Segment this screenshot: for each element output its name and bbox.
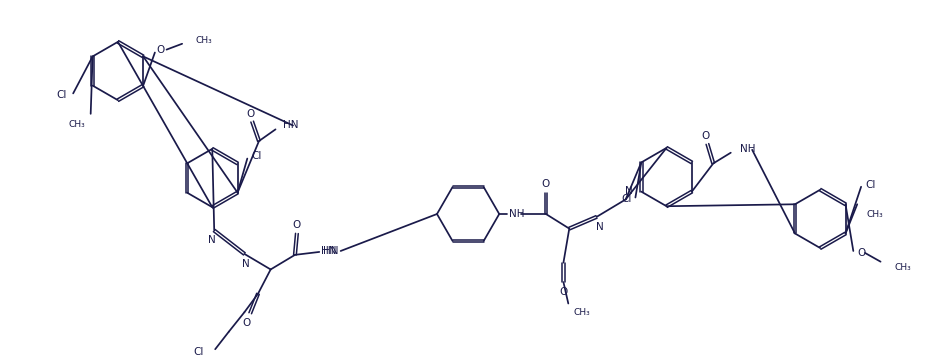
Text: CH₃: CH₃: [195, 36, 212, 45]
Text: O: O: [157, 45, 165, 55]
Text: O: O: [559, 287, 567, 297]
Text: CH₃: CH₃: [68, 120, 85, 129]
Text: Cl: Cl: [621, 195, 632, 205]
Text: O: O: [246, 109, 254, 119]
Text: CH₃: CH₃: [894, 263, 911, 272]
Text: Cl: Cl: [56, 90, 66, 100]
Text: N: N: [625, 186, 632, 196]
Text: N: N: [243, 259, 250, 269]
Text: Cl: Cl: [865, 180, 875, 190]
Text: NH: NH: [509, 209, 525, 219]
Text: Cl: Cl: [251, 151, 261, 161]
Text: N: N: [596, 222, 603, 232]
Text: NH: NH: [740, 144, 756, 154]
Text: HN: HN: [283, 120, 299, 131]
Text: CH₃: CH₃: [867, 210, 884, 218]
Text: O: O: [542, 179, 550, 189]
Text: N: N: [209, 235, 216, 245]
Text: HN: HN: [321, 246, 337, 256]
Text: CH₃: CH₃: [573, 308, 590, 317]
Text: O: O: [293, 220, 301, 230]
Text: Cl: Cl: [194, 347, 204, 357]
Text: O: O: [701, 131, 710, 141]
Text: O: O: [243, 318, 250, 328]
Text: O: O: [857, 248, 866, 258]
Text: HN: HN: [323, 246, 339, 256]
